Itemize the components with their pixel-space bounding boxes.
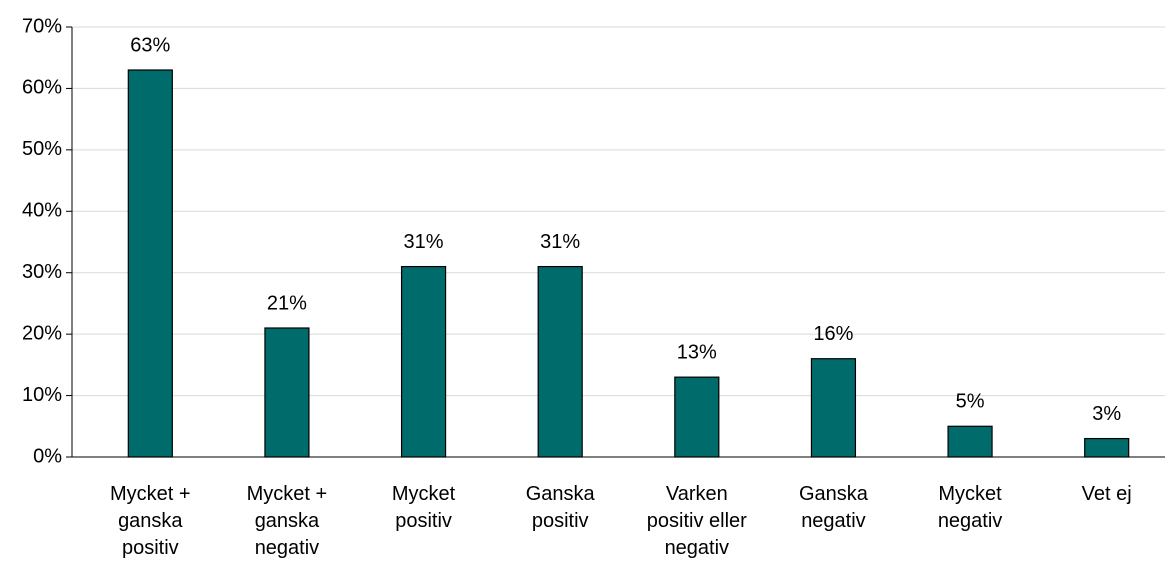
y-tick-label: 20% bbox=[22, 322, 62, 344]
y-tick-label: 70% bbox=[22, 15, 62, 37]
x-tick-label: Mycket negativ bbox=[937, 483, 1003, 532]
bar bbox=[264, 327, 310, 458]
bar bbox=[1084, 437, 1130, 458]
data-label: 13% bbox=[677, 341, 717, 363]
bar bbox=[947, 425, 993, 458]
y-tick-label: 10% bbox=[22, 384, 62, 406]
x-tick-label: Vet ej bbox=[1081, 483, 1132, 505]
x-tick-label: Varken positiv eller negativ bbox=[646, 483, 747, 559]
y-tick-label: 30% bbox=[22, 261, 62, 283]
data-label: 31% bbox=[540, 231, 580, 253]
data-label: 63% bbox=[130, 34, 170, 56]
y-tick-label: 40% bbox=[22, 200, 62, 222]
bar bbox=[400, 265, 447, 458]
bar bbox=[674, 376, 720, 458]
data-label: 31% bbox=[404, 231, 444, 253]
x-tick-label: Mycket + ganska negativ bbox=[246, 483, 328, 559]
y-tick-label: 50% bbox=[22, 138, 62, 160]
bar bbox=[127, 69, 173, 458]
data-label: 5% bbox=[956, 391, 985, 413]
x-tick-label: Ganska positiv bbox=[525, 483, 595, 532]
data-label: 21% bbox=[267, 292, 307, 314]
y-tick-label: 60% bbox=[22, 77, 62, 99]
bar bbox=[810, 358, 857, 458]
x-tick-label: Ganska negativ bbox=[798, 483, 868, 532]
y-tick-label: 0% bbox=[33, 445, 62, 467]
data-label: 16% bbox=[813, 323, 853, 345]
bar bbox=[537, 265, 583, 458]
x-tick-label: Mycket positiv bbox=[391, 483, 456, 532]
x-tick-label: Mycket + ganska positiv bbox=[110, 483, 191, 559]
data-label: 3% bbox=[1092, 403, 1121, 425]
